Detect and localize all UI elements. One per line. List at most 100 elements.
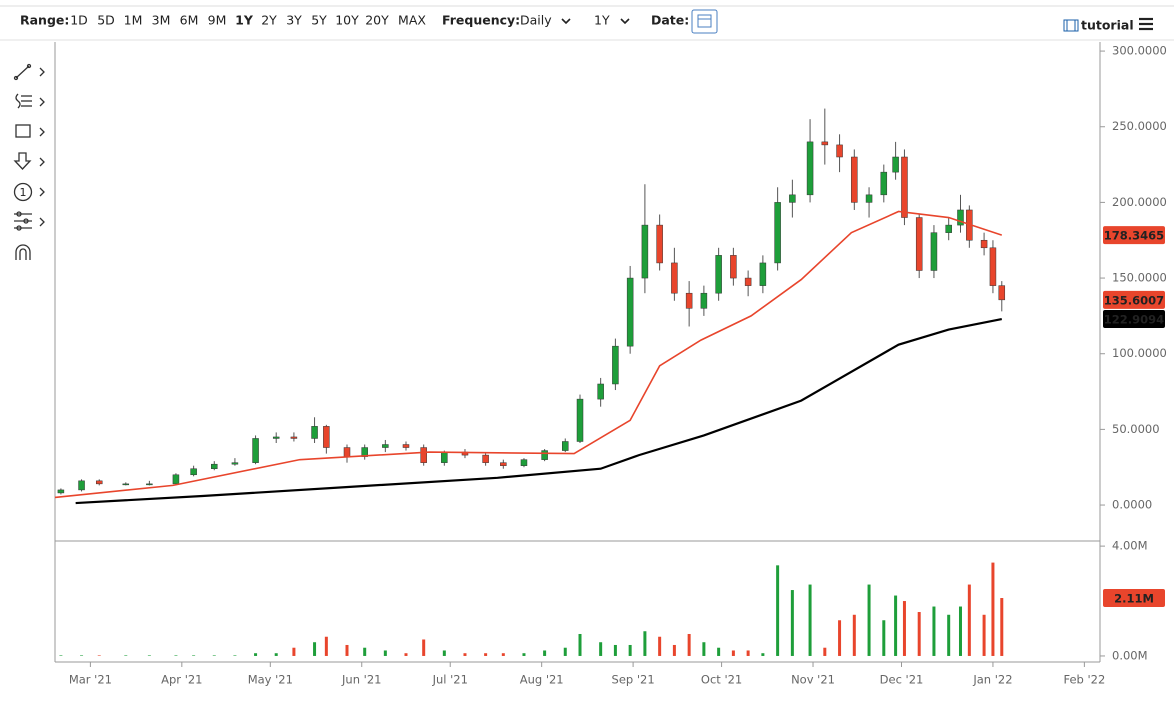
counter-tool[interactable] xyxy=(13,182,45,202)
candle-body xyxy=(612,345,619,385)
x-tick-label: Apr '21 xyxy=(161,673,202,687)
price-tag-label: 122.9094 xyxy=(1104,313,1164,327)
volume-bar xyxy=(902,601,906,656)
candle-body xyxy=(759,262,767,286)
range-option[interactable]: 1M xyxy=(124,13,143,28)
shape-tool[interactable] xyxy=(15,124,45,138)
range-option[interactable]: 1Y xyxy=(235,13,254,28)
date-picker[interactable] xyxy=(691,9,718,34)
volume-bar xyxy=(838,620,842,656)
candle-body xyxy=(323,426,330,448)
volume-bar xyxy=(867,584,871,656)
x-tick-label: Jun '21 xyxy=(341,673,381,687)
settings-tool[interactable] xyxy=(14,211,45,231)
volume-bar xyxy=(563,647,567,656)
volume-bar xyxy=(404,653,408,656)
x-tick-label: Jul '21 xyxy=(432,673,468,687)
volume-bar xyxy=(522,653,526,656)
volume-bar xyxy=(1000,598,1004,656)
menu-icon[interactable] xyxy=(1139,17,1153,31)
x-tick-label: Dec '21 xyxy=(880,673,924,687)
candle-body xyxy=(343,447,351,457)
candle-body xyxy=(821,141,829,146)
magnet-tool[interactable] xyxy=(15,244,31,260)
candle-body xyxy=(576,398,584,442)
candle-body xyxy=(744,277,752,286)
range-option[interactable]: 1D xyxy=(70,13,88,28)
volume-bar xyxy=(643,631,647,656)
fib-tool[interactable] xyxy=(15,93,45,109)
volume-bar xyxy=(687,633,691,656)
x-tick-label: Mar '21 xyxy=(69,673,112,687)
price-tag xyxy=(1103,226,1165,245)
frequency-label: Frequency: xyxy=(442,13,520,28)
volume-bar xyxy=(463,653,467,656)
range-option[interactable]: 3M xyxy=(152,13,171,28)
price-tag-label: 2.11M xyxy=(1114,592,1154,606)
range-option[interactable]: 20Y xyxy=(365,13,389,28)
volume-bar xyxy=(422,639,426,656)
candle-body xyxy=(641,224,649,279)
price-tag-label: 178.3465 xyxy=(1104,229,1164,243)
range-option[interactable]: MAX xyxy=(398,13,426,28)
range-option[interactable]: 5D xyxy=(97,13,115,28)
candle-body xyxy=(715,255,722,294)
price-tag xyxy=(1103,589,1165,608)
frequency-select[interactable]: Daily xyxy=(520,13,552,28)
volume-bar xyxy=(501,653,505,656)
volume-bar xyxy=(212,655,216,656)
line-tool[interactable] xyxy=(13,63,45,81)
volume-bar xyxy=(932,606,936,656)
range-option[interactable]: 6M xyxy=(180,13,199,28)
x-tick-label: Nov '21 xyxy=(791,673,835,687)
volume-bar xyxy=(363,647,367,656)
calendar-icon xyxy=(697,14,712,28)
volume-bar xyxy=(776,565,780,656)
y-tick-label: 4.00M xyxy=(1112,539,1148,553)
x-tick-label: Aug '21 xyxy=(520,673,564,687)
price-tag xyxy=(1103,290,1165,309)
candle-body xyxy=(730,255,737,279)
y-tick-label: 0.0000 xyxy=(1112,498,1152,512)
volume-bar xyxy=(578,633,582,656)
volume-bar xyxy=(97,655,101,656)
range-option[interactable]: 5Y xyxy=(311,13,327,28)
candle-body xyxy=(915,217,923,271)
period-select[interactable]: 1Y xyxy=(594,13,610,28)
volume-bar xyxy=(628,644,632,656)
candle-body xyxy=(851,156,858,203)
candle-body xyxy=(671,262,678,294)
moving-average xyxy=(75,317,1002,505)
volume-bar xyxy=(484,653,488,656)
candle-body xyxy=(806,141,814,196)
y-tick-label: 100.0000 xyxy=(1112,346,1167,360)
tutorial-link[interactable]: tutorial xyxy=(1081,18,1134,33)
candle-body xyxy=(252,438,259,463)
candle-body xyxy=(945,224,952,233)
volume-bar xyxy=(808,584,812,656)
volume-bar xyxy=(147,655,151,656)
candle-body xyxy=(420,447,427,463)
x-tick-label: Oct '21 xyxy=(701,673,742,687)
range-option[interactable]: 10Y xyxy=(335,13,359,28)
range-option[interactable]: 2Y xyxy=(261,13,277,28)
volume-bar xyxy=(613,644,617,656)
volume-bar xyxy=(254,653,258,656)
candle-body xyxy=(402,444,410,448)
volume-bar xyxy=(717,647,721,656)
range-option[interactable]: 9M xyxy=(208,13,227,28)
counter-icon-label: 1 xyxy=(20,186,27,199)
arrow-tool[interactable] xyxy=(13,152,45,170)
volume-bar xyxy=(658,636,662,656)
volume-bar xyxy=(324,636,328,656)
candle-body xyxy=(441,451,448,463)
volume-bar xyxy=(991,562,995,656)
volume-bar xyxy=(192,655,196,656)
candle-body xyxy=(520,459,528,466)
price-tag xyxy=(1103,310,1165,329)
candle-body xyxy=(836,144,843,158)
volume-bar xyxy=(59,655,63,656)
moving-average xyxy=(54,210,1003,499)
range-option[interactable]: 3Y xyxy=(286,13,302,28)
